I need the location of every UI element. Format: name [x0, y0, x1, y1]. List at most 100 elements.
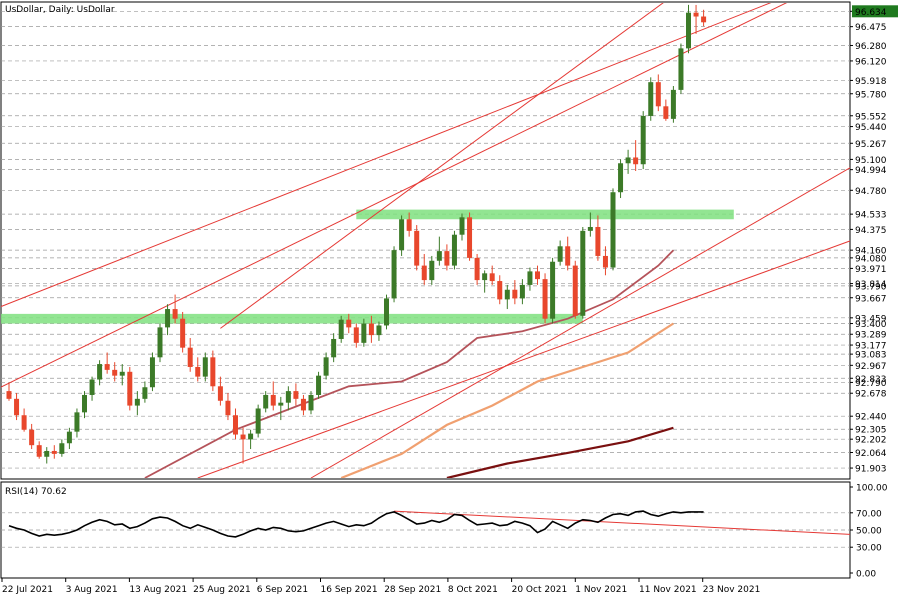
time-label: 3 Aug 2021 [66, 585, 118, 595]
candle-bull [308, 394, 314, 411]
candle-bull [459, 217, 465, 235]
trendline [1, 3, 788, 388]
candle-bull [670, 89, 676, 119]
candle-bear [14, 398, 20, 416]
trendline [220, 3, 664, 329]
price-label: 92.202 [855, 436, 887, 446]
candle-bull [165, 309, 171, 328]
candle-bull [686, 12, 691, 49]
price-label: 95.780 [855, 90, 887, 100]
price-label: 92.440 [855, 413, 887, 423]
candle-bear [187, 347, 193, 367]
candle-bear [112, 369, 118, 376]
candle-bull [391, 250, 397, 299]
candle-bull [640, 115, 646, 165]
candle-bull [504, 289, 510, 300]
price-label: 94.080 [855, 254, 887, 264]
candlesticks [6, 4, 707, 464]
candle-bull [399, 219, 405, 251]
rsi-label: 70.00 [856, 509, 882, 519]
price-label: 92.678 [855, 390, 887, 400]
candle-bull [580, 230, 586, 316]
current-price-label: 96.634 [855, 8, 887, 18]
rsi-label: 100.00 [856, 484, 888, 494]
rsi-label: 30.00 [856, 544, 882, 554]
candle-bull [278, 402, 284, 406]
trendline [310, 167, 850, 478]
price-label: 93.177 [855, 342, 887, 352]
candle-bull [429, 260, 435, 281]
candle-bull [263, 394, 269, 409]
candle-bull [255, 408, 261, 434]
candle-bull [119, 371, 125, 376]
candle-bear [655, 82, 661, 107]
candle-bear [51, 450, 57, 454]
candle-bull [59, 443, 65, 454]
time-axis: 22 Jul 2021 3 Aug 2021 13 Aug 2021 25 Aug 2… [1, 578, 760, 595]
candle-bear [572, 265, 578, 316]
candle-bear [353, 327, 359, 343]
price-label: 94.160 [855, 247, 887, 257]
candle-bull [436, 251, 442, 261]
candle-bull [361, 323, 367, 343]
time-label: 8 Oct 2021 [448, 585, 498, 595]
price-label: 93.083 [855, 351, 887, 361]
zone-band [1, 313, 583, 324]
candle-bear [444, 251, 450, 266]
candle-bear [293, 391, 299, 399]
candle-bull [519, 284, 525, 299]
candle-bull [149, 357, 155, 388]
rsi-grid [1, 512, 850, 548]
time-label: 1 Nov 2021 [575, 585, 627, 595]
time-label: 20 Oct 2021 [512, 585, 568, 595]
price-axis: 96.634 96.475 96.280 96.120 95.918 95.780 95.5… [850, 5, 898, 475]
price-label: 91.903 [855, 465, 887, 475]
candle-bear [172, 309, 178, 319]
candle-bull [384, 298, 389, 326]
price-label: 94.375 [855, 226, 887, 236]
candle-bear [474, 257, 480, 281]
zone-band [356, 209, 734, 220]
candle-bear [29, 429, 35, 446]
current-price-badge [852, 5, 898, 18]
rsi-axis: 100.00 70.00 50.00 30.00 0.00 [850, 484, 888, 580]
price-label: 93.814 [855, 280, 887, 290]
candle-bear [663, 106, 669, 119]
candle-bear [633, 157, 639, 165]
rsi-label: 50.00 [856, 527, 882, 537]
price-label: 95.552 [855, 112, 887, 122]
candle-bull [44, 450, 50, 457]
candle-bear [602, 255, 608, 268]
candle-bull [202, 357, 208, 377]
price-label: 94.780 [855, 187, 887, 197]
candle-bear [127, 371, 133, 406]
rsi-divergence-line [394, 510, 850, 535]
candle-bear [36, 445, 42, 457]
candle-bear [217, 386, 223, 401]
rsi-lines [8, 510, 850, 538]
candle-bull [587, 226, 593, 231]
candle-bull [134, 398, 140, 406]
time-label: 6 Sep 2021 [257, 585, 308, 595]
price-label: 93.289 [855, 331, 887, 341]
price-label: 93.971 [855, 265, 887, 275]
candle-bear [565, 246, 571, 266]
candle-bear [368, 323, 374, 336]
candle-bull [97, 364, 103, 380]
candle-bull [323, 357, 329, 376]
candle-bull [142, 387, 148, 399]
rsi-label: RSI(14) 70.62 [5, 487, 67, 497]
trendlines [1, 3, 850, 478]
candle-bear [421, 265, 427, 281]
candle-bull [376, 325, 382, 336]
time-label: 22 Jul 2021 [2, 585, 53, 595]
price-label: 93.790 [855, 282, 887, 292]
candle-bear [693, 12, 699, 17]
candle-bear [225, 400, 231, 416]
price-label: 92.305 [855, 426, 887, 436]
candle-bear [233, 415, 238, 435]
rsi-line [8, 510, 704, 538]
candle-bull [557, 246, 563, 262]
